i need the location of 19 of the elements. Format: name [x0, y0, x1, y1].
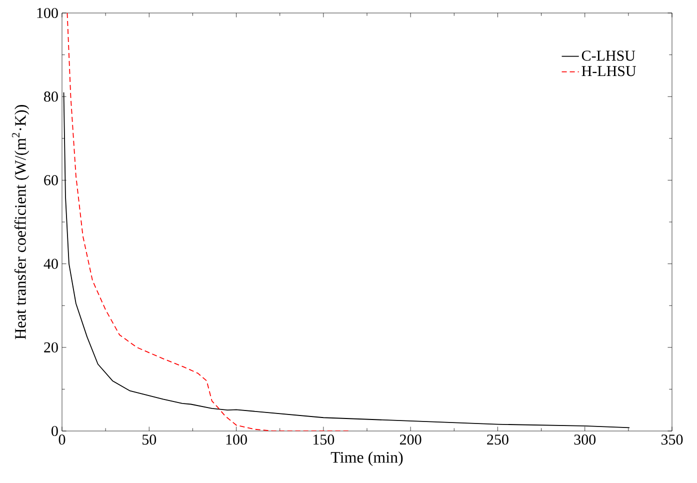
x-tick-label: 150	[313, 434, 334, 445]
y-tick-label: 60	[44, 175, 58, 186]
legend-label: H-LHSU	[582, 66, 636, 76]
y-tick-label: 100	[37, 8, 58, 18]
x-tick-label: 350	[661, 434, 683, 445]
y-tick-label: 80	[44, 92, 58, 102]
x-tick-label: 100	[226, 434, 247, 445]
x-tick-label: 0	[58, 434, 66, 445]
y-tick-label: 40	[44, 258, 58, 269]
y-tick-label: 20	[44, 342, 58, 352]
y-axis-title: Heat transfer coefficient (W/(m$^{2}$·K))	[12, 104, 30, 340]
line-series	[66, 13, 351, 431]
x-tick-label: 200	[400, 434, 422, 445]
x-tick-label: 250	[487, 434, 508, 445]
x-tick-label: 300	[574, 434, 596, 445]
x-axis-title: Time (min)	[330, 452, 403, 466]
y-tick-label: 0	[52, 426, 58, 436]
x-tick-label: 50	[142, 434, 156, 445]
legend-label: C-LHSU	[582, 50, 636, 61]
